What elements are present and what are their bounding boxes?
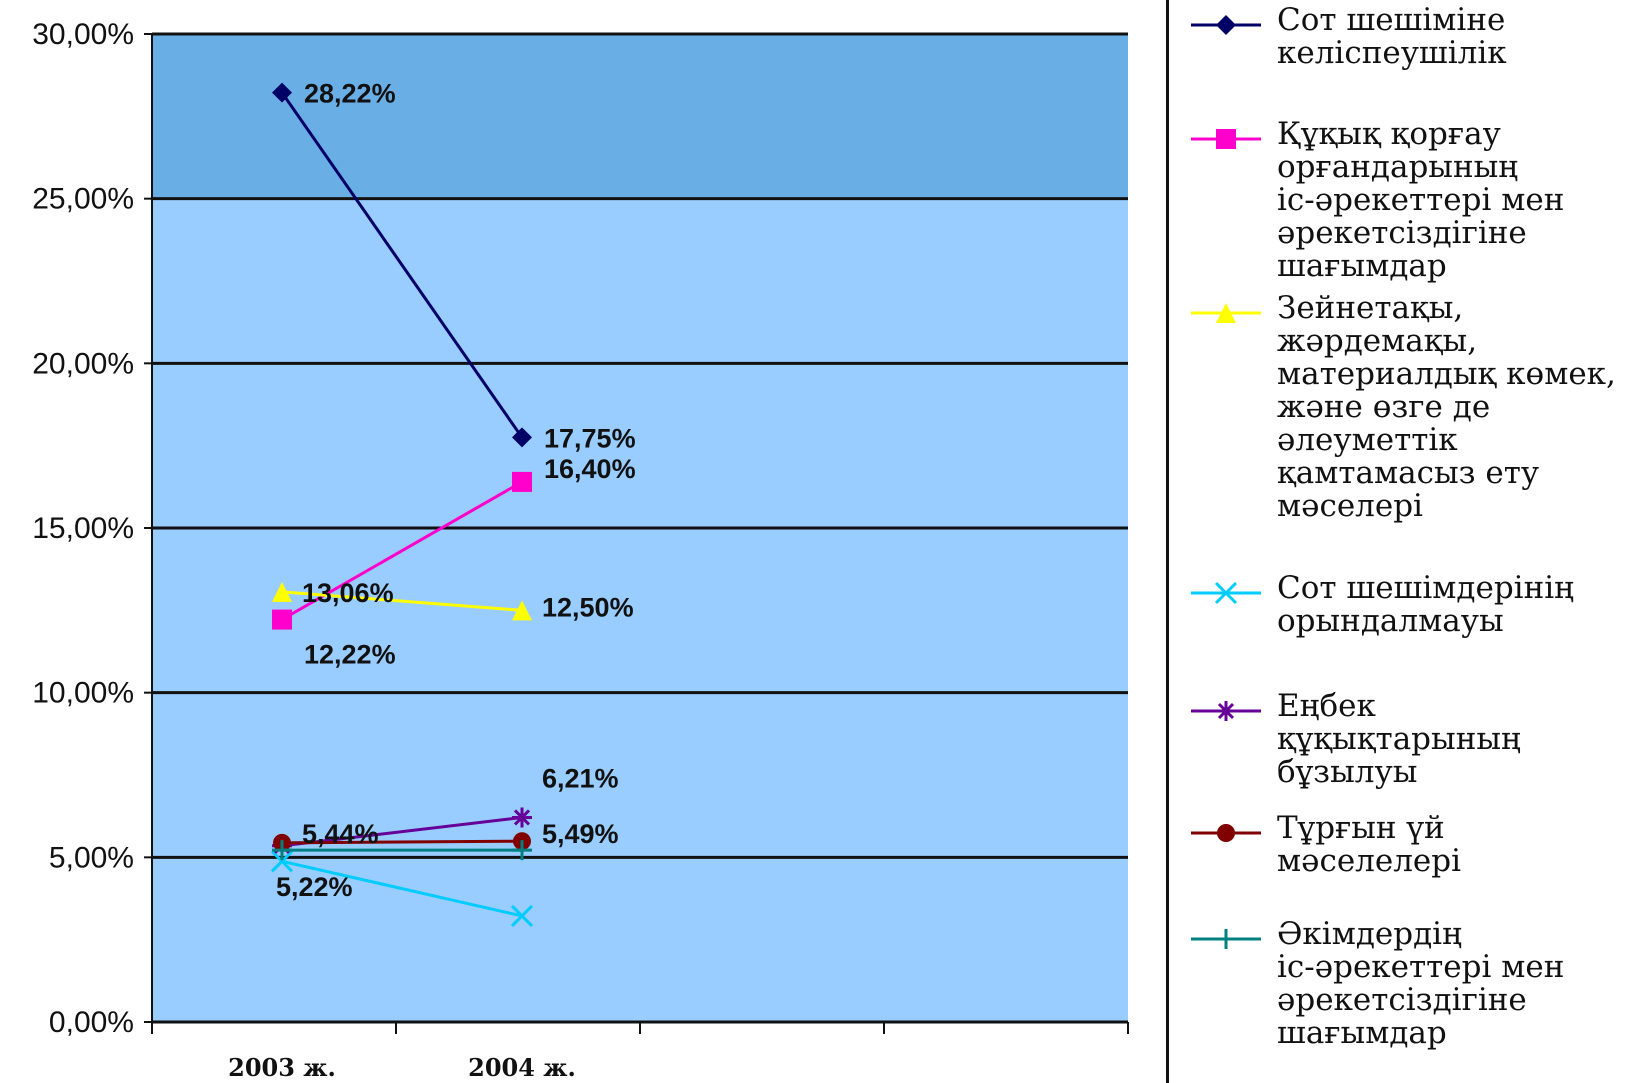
series-7 — [272, 840, 532, 861]
y-tick-label: 15,00% — [32, 512, 134, 545]
legend-key — [1191, 581, 1261, 605]
data-point-marker — [1214, 581, 1238, 605]
series-3 — [272, 581, 532, 621]
data-point-marker — [512, 807, 532, 828]
legend-label: Еңбек құқықтарының бұзылуы — [1277, 688, 1521, 790]
data-label: 28,22% — [304, 79, 396, 109]
y-tick-label: 0,00% — [49, 1006, 134, 1039]
data-point-marker — [272, 581, 292, 602]
legend-item: Сот шешімдерінің орындалмауы — [1189, 572, 1629, 638]
data-point-marker — [512, 600, 532, 621]
data-label: 5,44% — [302, 819, 379, 849]
data-label: 13,06% — [302, 578, 394, 608]
series-line — [281, 480, 523, 621]
y-tick-label: 5,00% — [49, 841, 134, 874]
data-label: 6,21% — [542, 763, 619, 793]
x-tick-marks — [151, 1022, 1129, 1034]
data-label: 12,50% — [542, 592, 634, 622]
line-chart: 0,00% 5,00% 10,00% 15,00% 20,00% 25,00% 30,00%… — [32, 18, 1129, 1082]
data-label: 16,40% — [544, 454, 636, 484]
legend-label: Тұрғын үй мәселелері — [1277, 810, 1462, 879]
legend-key — [1191, 701, 1261, 721]
data-label: 12,22% — [304, 640, 396, 670]
legend-item: Тұрғын үй мәселелері — [1189, 812, 1629, 878]
data-point-marker — [270, 850, 294, 873]
legend-label: Әкімдердің іс-әрекеттері мен әрекетсізді… — [1277, 916, 1565, 1051]
data-point-marker — [1217, 824, 1235, 842]
y-tick-label: 20,00% — [32, 347, 134, 380]
y-tick-label: 25,00% — [32, 183, 134, 216]
y-tick-label: 30,00% — [32, 18, 134, 51]
legend-item: Зейнетақы, жәрдемақы, материалдық көмек,… — [1189, 292, 1629, 523]
gridlines — [144, 32, 1128, 1023]
data-point-marker — [512, 840, 532, 861]
legend-label: Сот шешіміне келіспеушілік — [1277, 2, 1507, 71]
data-point-marker — [272, 609, 292, 630]
legend-key — [1191, 129, 1261, 149]
data-point-marker — [1216, 15, 1236, 35]
series-line — [281, 839, 523, 845]
y-tick-label: 10,00% — [32, 677, 134, 710]
plot-area-top-band — [152, 34, 1128, 197]
data-label: 17,75% — [544, 423, 636, 453]
data-point-marker — [1216, 929, 1236, 949]
legend-key — [1191, 929, 1261, 949]
legend-label: Сот шешімдерінің орындалмауы — [1277, 570, 1575, 639]
data-label: 5,22% — [276, 872, 353, 902]
series-line — [281, 590, 523, 612]
data-point-marker — [272, 82, 292, 103]
data-point-marker — [512, 471, 532, 492]
category-label-2003: 2003 ж. — [228, 1053, 336, 1082]
series-line — [281, 859, 523, 918]
legend-item: Құқық қорғау орғандарының іс-әрекеттері … — [1189, 118, 1629, 283]
data-point-marker — [1216, 303, 1236, 323]
legend: Сот шешіміне келіспеушілік Құқық қорғау о… — [1166, 0, 1636, 1083]
data-point-marker — [272, 840, 292, 861]
data-point-marker — [512, 427, 532, 448]
data-point-marker — [510, 904, 534, 928]
series-line — [280, 91, 524, 439]
legend-key — [1191, 303, 1261, 323]
series-4 — [270, 850, 534, 928]
legend-label: Зейнетақы, жәрдемақы, материалдық көмек,… — [1277, 290, 1616, 524]
legend-item: Әкімдердің іс-әрекеттері мен әрекетсізді… — [1189, 918, 1629, 1050]
legend-item: Сот шешіміне келіспеушілік — [1189, 4, 1629, 70]
y-tick-labels: 0,00% 5,00% 10,00% 15,00% 20,00% 25,00% 30,00% — [32, 18, 134, 1039]
legend-label: Құқық қорғау орғандарының іс-әрекеттері … — [1277, 116, 1565, 284]
data-label: 5,49% — [542, 819, 619, 849]
series-1 — [272, 82, 532, 448]
data-point-marker — [1216, 129, 1236, 149]
legend-key — [1191, 824, 1261, 842]
legend-key — [1191, 15, 1261, 35]
data-labels: 28,22% 17,75% 12,22% 16,40% 13,06% 12,50% 6,21… — [276, 79, 636, 902]
category-label-2004: 2004 ж. — [468, 1053, 576, 1082]
series-2 — [272, 471, 532, 630]
legend-item: Еңбек құқықтарының бұзылуы — [1189, 690, 1629, 789]
series-layer — [270, 82, 534, 928]
data-point-marker — [1216, 701, 1236, 721]
